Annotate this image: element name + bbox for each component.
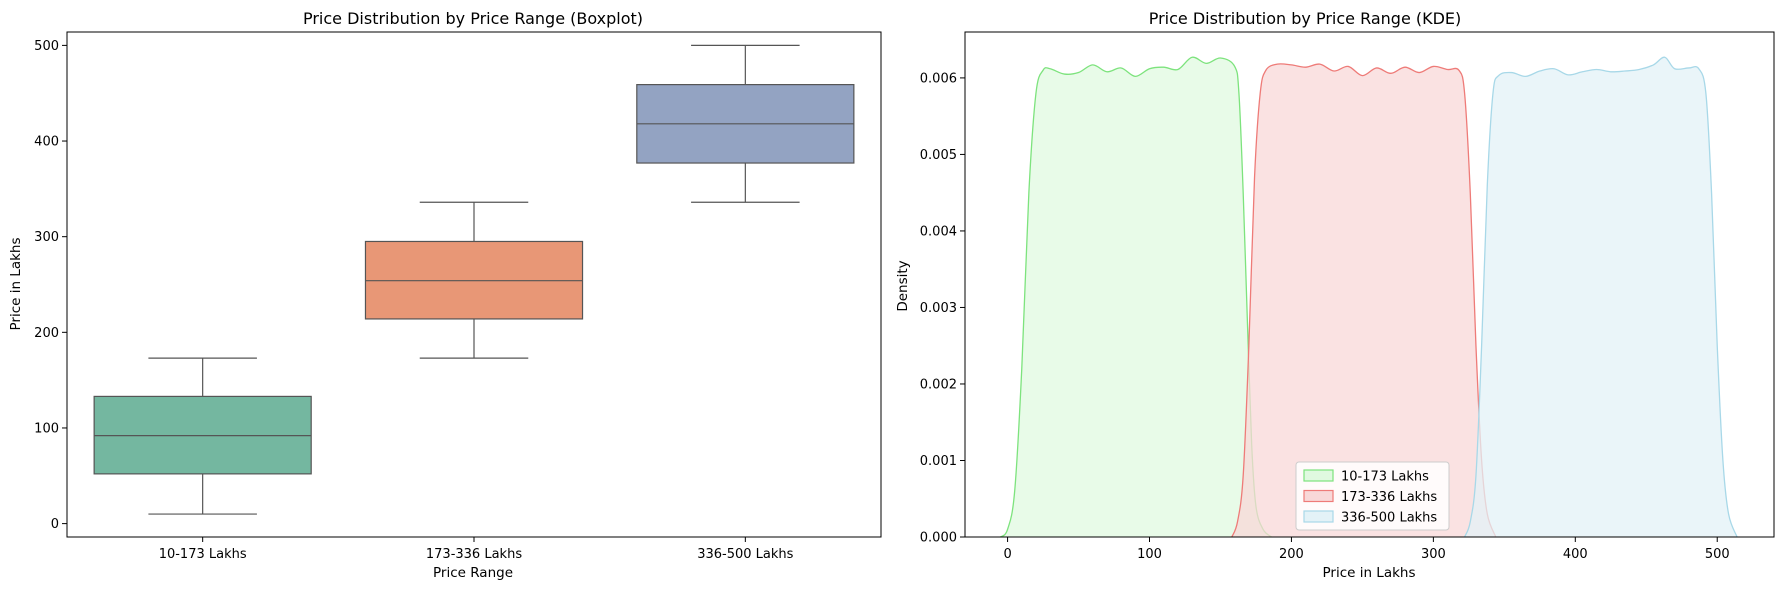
boxplot-title: Price Distribution by Price Range (Boxpl… [303, 9, 643, 28]
x-tick-label: 200 [1279, 547, 1304, 562]
legend-label: 173-336 Lakhs [1341, 490, 1437, 505]
y-tick-label: 0.004 [920, 224, 957, 239]
y-tick-label: 0.002 [920, 377, 957, 392]
x-tick-label: 300 [1421, 547, 1446, 562]
y-tick-label: 0 [51, 517, 59, 532]
y-tick-label: 0.000 [920, 531, 957, 546]
kde-line [1231, 63, 1497, 538]
legend-frame [1295, 461, 1450, 531]
box-10-173-lakhs [93, 357, 312, 515]
kde-y-ticks: 0.000 0.001 0.002 0.003 0.004 0.005 0.006 [920, 71, 965, 546]
y-tick-label: 300 [34, 230, 59, 245]
kde-title: Price Distribution by Price Range (KDE) [1149, 9, 1462, 28]
x-tick-label: 500 [1705, 547, 1730, 562]
kde-x-axis-label: Price in Lakhs [1322, 565, 1415, 581]
kde-areas [1000, 56, 1738, 538]
legend-swatch [1303, 469, 1334, 482]
box-173-336-lakhs [364, 201, 584, 359]
y-tick-label: 500 [34, 39, 59, 54]
kde-series-173-336-lakhs [1231, 63, 1497, 538]
boxplot-panel: Price Distribution by Price Range (Boxpl… [8, 9, 882, 581]
boxplot-x-ticks: 10-173 Lakhs 173-336 Lakhs 336-500 Lakhs [159, 537, 794, 562]
y-tick-label: 0.003 [920, 301, 957, 316]
kde-series-10-173-lakhs [1000, 56, 1273, 538]
kde-line [1000, 56, 1273, 538]
legend-label: 10-173 Lakhs [1341, 470, 1429, 485]
boxplot-y-axis-label: Price in Lakhs [8, 237, 24, 330]
kde-fill [1000, 57, 1272, 538]
box-336-500-lakhs [636, 44, 855, 203]
y-tick-label: 0.001 [920, 454, 957, 469]
kde-legend: 10-173 Lakhs 173-336 Lakhs 336-500 Lakhs [1295, 461, 1450, 531]
kde-panel: Price Distribution by Price Range (KDE) … [895, 9, 1775, 581]
kde-x-ticks: 0 100 200 300 400 500 [1003, 537, 1730, 562]
y-tick-label: 0.006 [920, 71, 957, 86]
kde-fill [1464, 57, 1738, 538]
y-tick-label: 200 [34, 326, 59, 341]
x-tick-label: 173-336 Lakhs [426, 547, 522, 562]
x-tick-label: 100 [1137, 547, 1162, 562]
y-tick-label: 400 [34, 135, 59, 150]
kde-fill [1231, 63, 1496, 537]
boxplot-y-ticks: 0 100 200 300 400 500 [34, 39, 67, 532]
boxplot-boxes [93, 44, 855, 515]
x-tick-label: 10-173 Lakhs [159, 547, 247, 562]
x-tick-label: 336-500 Lakhs [697, 547, 793, 562]
kde-y-axis-label: Density [895, 260, 911, 311]
y-tick-label: 100 [34, 421, 59, 436]
legend-label: 336-500 Lakhs [1341, 511, 1437, 526]
legend-swatch [1303, 510, 1334, 523]
y-tick-label: 0.005 [920, 148, 957, 163]
kde-line [1463, 56, 1738, 538]
x-tick-label: 0 [1003, 547, 1011, 562]
x-tick-label: 400 [1563, 547, 1588, 562]
boxplot-x-axis-label: Price Range [433, 565, 513, 581]
boxplot-plot-frame [66, 31, 882, 538]
legend-swatch [1303, 489, 1334, 503]
kde-plot-frame [964, 31, 1775, 538]
kde-series-336-500-lakhs [1463, 56, 1738, 538]
